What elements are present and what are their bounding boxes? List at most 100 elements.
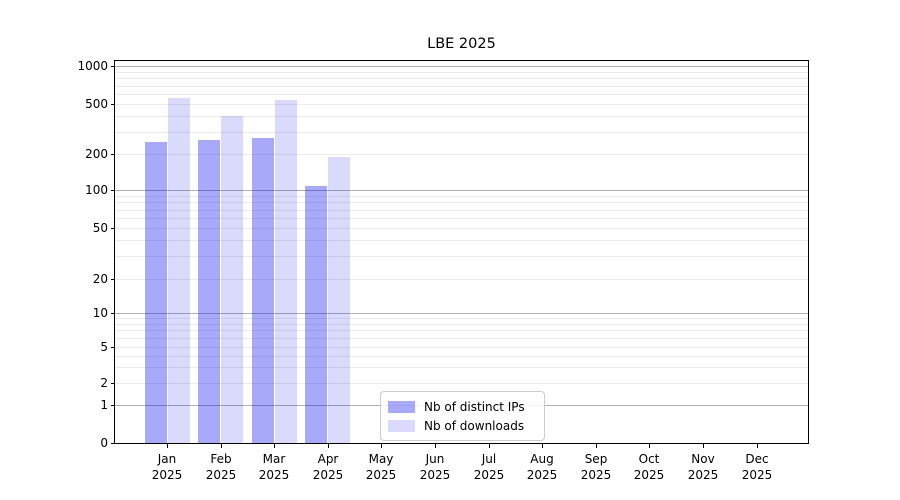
legend-label-downloads: Nb of downloads: [424, 418, 525, 433]
y-tick: [111, 443, 115, 444]
gridline-minor: [115, 94, 808, 95]
x-tick-label-year: 2025: [741, 468, 773, 482]
bar-downloads-mar: [274, 99, 297, 443]
x-tick-label-year: 2025: [633, 468, 665, 482]
y-tick-label: 0: [100, 436, 108, 450]
y-tick: [111, 279, 115, 280]
chart-title: LBE 2025: [427, 36, 496, 52]
y-tick: [111, 405, 115, 406]
y-tick: [111, 104, 115, 105]
gridline-minor: [115, 116, 808, 117]
x-tick-label-year: 2025: [312, 468, 344, 482]
x-tick-label-year: 2025: [365, 468, 397, 482]
x-tick-label-sep: Sep 2025: [564, 451, 628, 483]
x-tick-label-mar: Mar 2025: [242, 451, 306, 483]
y-tick: [111, 154, 115, 155]
y-tick: [111, 313, 115, 314]
gridline-minor: [115, 324, 808, 325]
x-tick-label-aug: Aug 2025: [510, 451, 574, 483]
y-tick-label: 1000: [77, 59, 108, 73]
gridline-minor: [115, 256, 808, 257]
gridline-minor: [115, 78, 808, 79]
gridline-major: [115, 313, 808, 314]
x-tick-label-dec: Dec 2025: [725, 451, 789, 483]
gridline-minor: [115, 240, 808, 241]
gridline-major: [115, 66, 808, 67]
gridline-minor: [115, 86, 808, 87]
x-tick: [542, 444, 543, 448]
x-tick-label-year: 2025: [580, 468, 612, 482]
y-tick: [111, 228, 115, 229]
gridline-minor: [115, 330, 808, 331]
legend: Nb of distinct IPs Nb of downloads: [380, 391, 545, 441]
bar-distinct-ips-jan: [144, 141, 167, 443]
x-tick-label-year: 2025: [419, 468, 451, 482]
y-tick-label: 200: [85, 147, 108, 161]
gridline-minor: [115, 279, 808, 280]
gridline-minor: [115, 383, 808, 384]
gridline-minor: [115, 228, 808, 229]
legend-item-downloads: Nb of downloads: [388, 416, 537, 435]
legend-item-distinct-ips: Nb of distinct IPs: [388, 397, 537, 416]
legend-swatch-downloads: [388, 419, 415, 432]
gridline-minor: [115, 72, 808, 73]
gridline-minor: [115, 202, 808, 203]
x-tick-label-jan: Jan 2025: [135, 451, 199, 483]
y-tick-label: 10: [92, 306, 108, 320]
x-tick-label-apr: Apr 2025: [296, 451, 360, 483]
y-tick-label: 500: [85, 97, 108, 111]
y-tick-label: 100: [85, 183, 108, 197]
gridline-minor: [115, 338, 808, 339]
bar-distinct-ips-mar: [251, 137, 274, 443]
bar-distinct-ips-apr: [305, 186, 328, 443]
gridline-minor: [115, 218, 808, 219]
x-tick: [596, 444, 597, 448]
bar-downloads-feb: [221, 116, 244, 443]
x-tick: [274, 444, 275, 448]
y-tick: [111, 347, 115, 348]
y-tick-label: 5: [100, 340, 108, 354]
gridline-minor: [115, 154, 808, 155]
bar-downloads-jan: [167, 97, 190, 443]
legend-swatch-distinct-ips: [388, 400, 415, 413]
bar-distinct-ips-feb: [198, 140, 221, 443]
gridline-minor: [115, 318, 808, 319]
x-tick-label-may: May 2025: [349, 451, 413, 483]
legend-label-distinct-ips: Nb of distinct IPs: [424, 399, 525, 414]
x-tick-label-jul: Jul 2025: [457, 451, 521, 483]
y-tick-label: 20: [92, 272, 108, 286]
x-tick-label-jun: Jun 2025: [403, 451, 467, 483]
y-tick: [111, 383, 115, 384]
x-tick-label-year: 2025: [205, 468, 237, 482]
gridline-minor: [115, 210, 808, 211]
x-tick-label-year: 2025: [473, 468, 505, 482]
gridline-minor: [115, 367, 808, 368]
x-tick: [221, 444, 222, 448]
x-tick: [649, 444, 650, 448]
bar-downloads-apr: [328, 156, 351, 443]
x-tick: [167, 444, 168, 448]
gridline-minor: [115, 104, 808, 105]
gridline-minor: [115, 196, 808, 197]
x-tick: [703, 444, 704, 448]
x-tick-label-year: 2025: [258, 468, 290, 482]
gridline-minor: [115, 356, 808, 357]
x-tick: [435, 444, 436, 448]
x-tick-label-feb: Feb 2025: [189, 451, 253, 483]
x-tick-label-year: 2025: [526, 468, 558, 482]
gridline-minor: [115, 347, 808, 348]
y-tick-label: 1: [100, 398, 108, 412]
x-tick-label-nov: Nov 2025: [671, 451, 735, 483]
y-tick: [111, 66, 115, 67]
y-tick-label: 50: [92, 221, 108, 235]
gridline-minor: [115, 132, 808, 133]
x-tick-label-year: 2025: [151, 468, 183, 482]
x-tick-label-oct: Oct 2025: [617, 451, 681, 483]
x-tick: [489, 444, 490, 448]
y-tick: [111, 190, 115, 191]
gridline-major: [115, 190, 808, 191]
y-tick-label: 2: [100, 376, 108, 390]
x-tick: [757, 444, 758, 448]
x-tick: [328, 444, 329, 448]
